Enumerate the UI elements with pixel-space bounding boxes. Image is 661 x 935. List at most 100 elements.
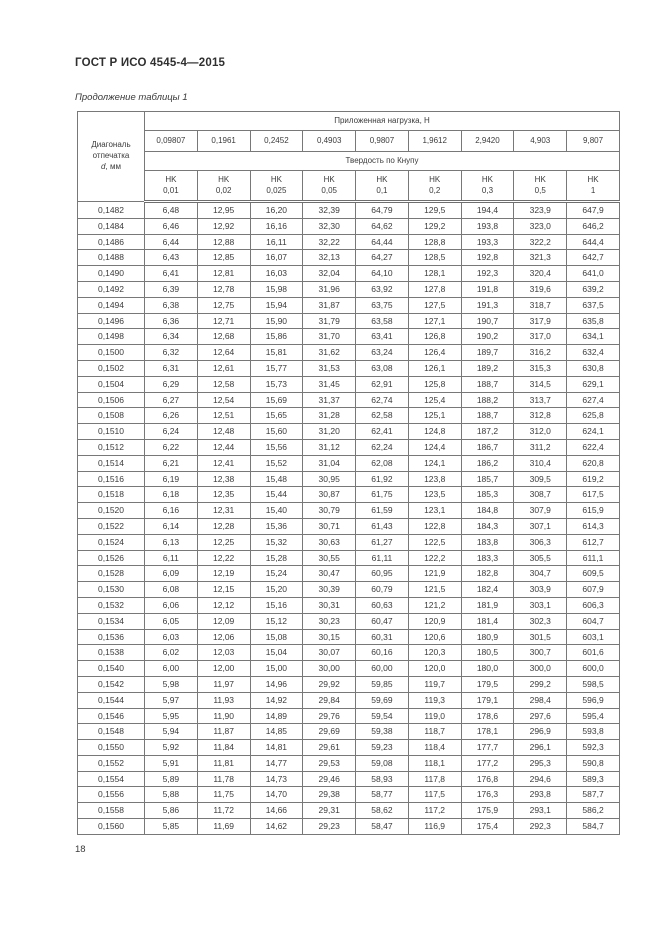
hardness-value-cell: 15,44 [249,486,304,504]
hardness-value-cell: 320,4 [513,265,568,282]
hardness-value-cell: 129,5 [407,201,462,219]
hk-scale: HK 0,01 [144,170,198,203]
diagonal-value-cell: 0,1534 [77,612,145,630]
hardness-value-cell: 14,81 [249,739,304,756]
diagonal-value-cell: 0,1498 [77,328,145,346]
load-value: 0,2452 [249,130,304,152]
table-row: 0,1500 6,32 12,64 15,81 31,62 63,24 126,4 189,7… [77,344,620,361]
hardness-value-cell: 297,6 [513,707,568,725]
hardness-value-cell: 604,7 [566,612,620,630]
hardness-value-cell: 589,3 [566,770,620,788]
table-row: 0,1524 6,13 12,25 15,32 30,63 61,27 122,5 183,8… [77,533,620,551]
hardness-value-cell: 30,47 [302,565,357,583]
hardness-value-cell: 175,9 [460,802,515,820]
hardness-value-cell: 6,32 [144,344,198,361]
hardness-value-cell: 11,84 [196,739,251,756]
hardness-value-cell: 308,7 [513,486,568,504]
hardness-value-cell: 29,23 [302,818,357,835]
hardness-value-cell: 15,60 [249,423,304,440]
hardness-value-cell: 6,39 [144,280,198,298]
hardness-value-cell: 16,16 [249,217,304,235]
hardness-value-cell: 63,08 [355,359,409,377]
hardness-value-cell: 29,31 [302,802,357,820]
table-row: 0,1548 5,94 11,87 14,85 29,69 59,38 118,7 178,1… [77,723,620,741]
applied-load-header: Приложенная нагрузка, Н [144,111,620,131]
diagonal-value-cell: 0,1560 [77,818,145,835]
hardness-value-cell: 12,28 [196,517,251,535]
hardness-value-cell: 646,2 [566,217,620,235]
scale-row: HK 0,01 HK 0,02 HK 0,025 HK 0,05 HK 0,1 HK 0,2… [78,170,620,203]
hardness-value-cell: 118,1 [407,754,462,772]
hardness-value-cell: 63,58 [355,312,409,330]
hardness-value-cell: 29,38 [302,786,357,804]
hardness-value-cell: 12,00 [196,660,251,677]
load-value: 4,903 [513,130,568,152]
hardness-value-cell: 612,7 [566,533,620,551]
hardness-value-cell: 12,38 [196,470,251,488]
hardness-value-cell: 180,5 [460,644,515,662]
hardness-value-cell: 14,66 [249,802,304,820]
diagonal-value-cell: 0,1506 [77,391,145,409]
hardness-value-cell: 5,85 [144,818,198,835]
hardness-value-cell: 15,77 [249,359,304,377]
table-row: 0,1514 6,21 12,41 15,52 31,04 62,08 124,1 186,2… [77,454,620,472]
hardness-value-cell: 120,0 [407,660,462,677]
table-row: 0,1530 6,08 12,15 15,20 30,39 60,79 121,5 182,4… [77,581,620,598]
knoop-hardness-table: Диагональ отпечатка d, мм Приложенная на… [77,111,620,835]
hardness-value-cell: 6,26 [144,407,198,425]
hardness-value-cell: 6,43 [144,249,198,267]
hardness-value-cell: 596,9 [566,691,620,709]
hardness-value-cell: 5,89 [144,770,198,788]
hardness-value-cell: 5,88 [144,786,198,804]
hardness-value-cell: 6,11 [144,549,198,567]
hardness-value-cell: 586,2 [566,802,620,820]
hardness-value-cell: 319,6 [513,280,568,298]
hardness-value-cell: 12,35 [196,486,251,504]
table-row: 0,1492 6,39 12,78 15,98 31,96 63,92 127,8 191,8… [77,280,620,298]
hardness-value-cell: 312,8 [513,407,568,425]
hardness-value-cell: 12,41 [196,454,251,472]
hardness-value-cell: 15,36 [249,517,304,535]
hardness-value-cell: 601,6 [566,644,620,662]
hardness-value-cell: 182,4 [460,581,515,598]
hardness-value-cell: 6,44 [144,233,198,251]
hardness-value-cell: 60,47 [355,612,409,630]
hardness-value-cell: 606,3 [566,596,620,614]
hardness-value-cell: 122,5 [407,533,462,551]
hardness-value-cell: 31,96 [302,280,357,298]
hardness-value-cell: 124,1 [407,454,462,472]
hardness-value-cell: 126,1 [407,359,462,377]
hardness-value-cell: 629,1 [566,375,620,393]
hardness-value-cell: 302,3 [513,612,568,630]
hardness-value-cell: 6,00 [144,660,198,677]
hardness-value-cell: 184,8 [460,502,515,519]
hardness-value-cell: 30,55 [302,549,357,567]
hardness-value-cell: 126,4 [407,344,462,361]
hardness-value-cell: 123,1 [407,502,462,519]
hardness-value-cell: 310,4 [513,454,568,472]
hardness-value-cell: 12,48 [196,423,251,440]
diagonal-value-cell: 0,1500 [77,344,145,361]
table-row: 0,1550 5,92 11,84 14,81 29,61 59,23 118,4 177,7… [77,739,620,756]
table-caption: Продолжение таблицы 1 [75,92,188,103]
hardness-value-cell: 6,36 [144,312,198,330]
table-row: 0,1554 5,89 11,78 14,73 29,46 58,93 117,8 176,8… [77,770,620,788]
hardness-value-cell: 314,5 [513,375,568,393]
hardness-value-cell: 32,30 [302,217,357,235]
diagonal-value-cell: 0,1550 [77,739,145,756]
hardness-value-cell: 31,79 [302,312,357,330]
hardness-header-row: Твердость по Кнупу [78,151,620,171]
hardness-value-cell: 6,31 [144,359,198,377]
diagonal-value-cell: 0,1558 [77,802,145,820]
hardness-value-cell: 64,62 [355,217,409,235]
diagonal-value-cell: 0,1484 [77,217,145,235]
table-row: 0,1488 6,43 12,85 16,07 32,13 64,27 128,5 192,8… [77,249,620,267]
hardness-value-cell: 306,3 [513,533,568,551]
hardness-value-cell: 11,81 [196,754,251,772]
diagonal-value-cell: 0,1536 [77,628,145,646]
hardness-value-cell: 179,1 [460,691,515,709]
hardness-value-cell: 12,22 [196,549,251,567]
table-row: 0,1482 6,48 12,95 16,20 32,39 64,79 129,5 194,4… [77,201,620,219]
hardness-value-cell: 6,22 [144,438,198,456]
hardness-value-cell: 315,3 [513,359,568,377]
